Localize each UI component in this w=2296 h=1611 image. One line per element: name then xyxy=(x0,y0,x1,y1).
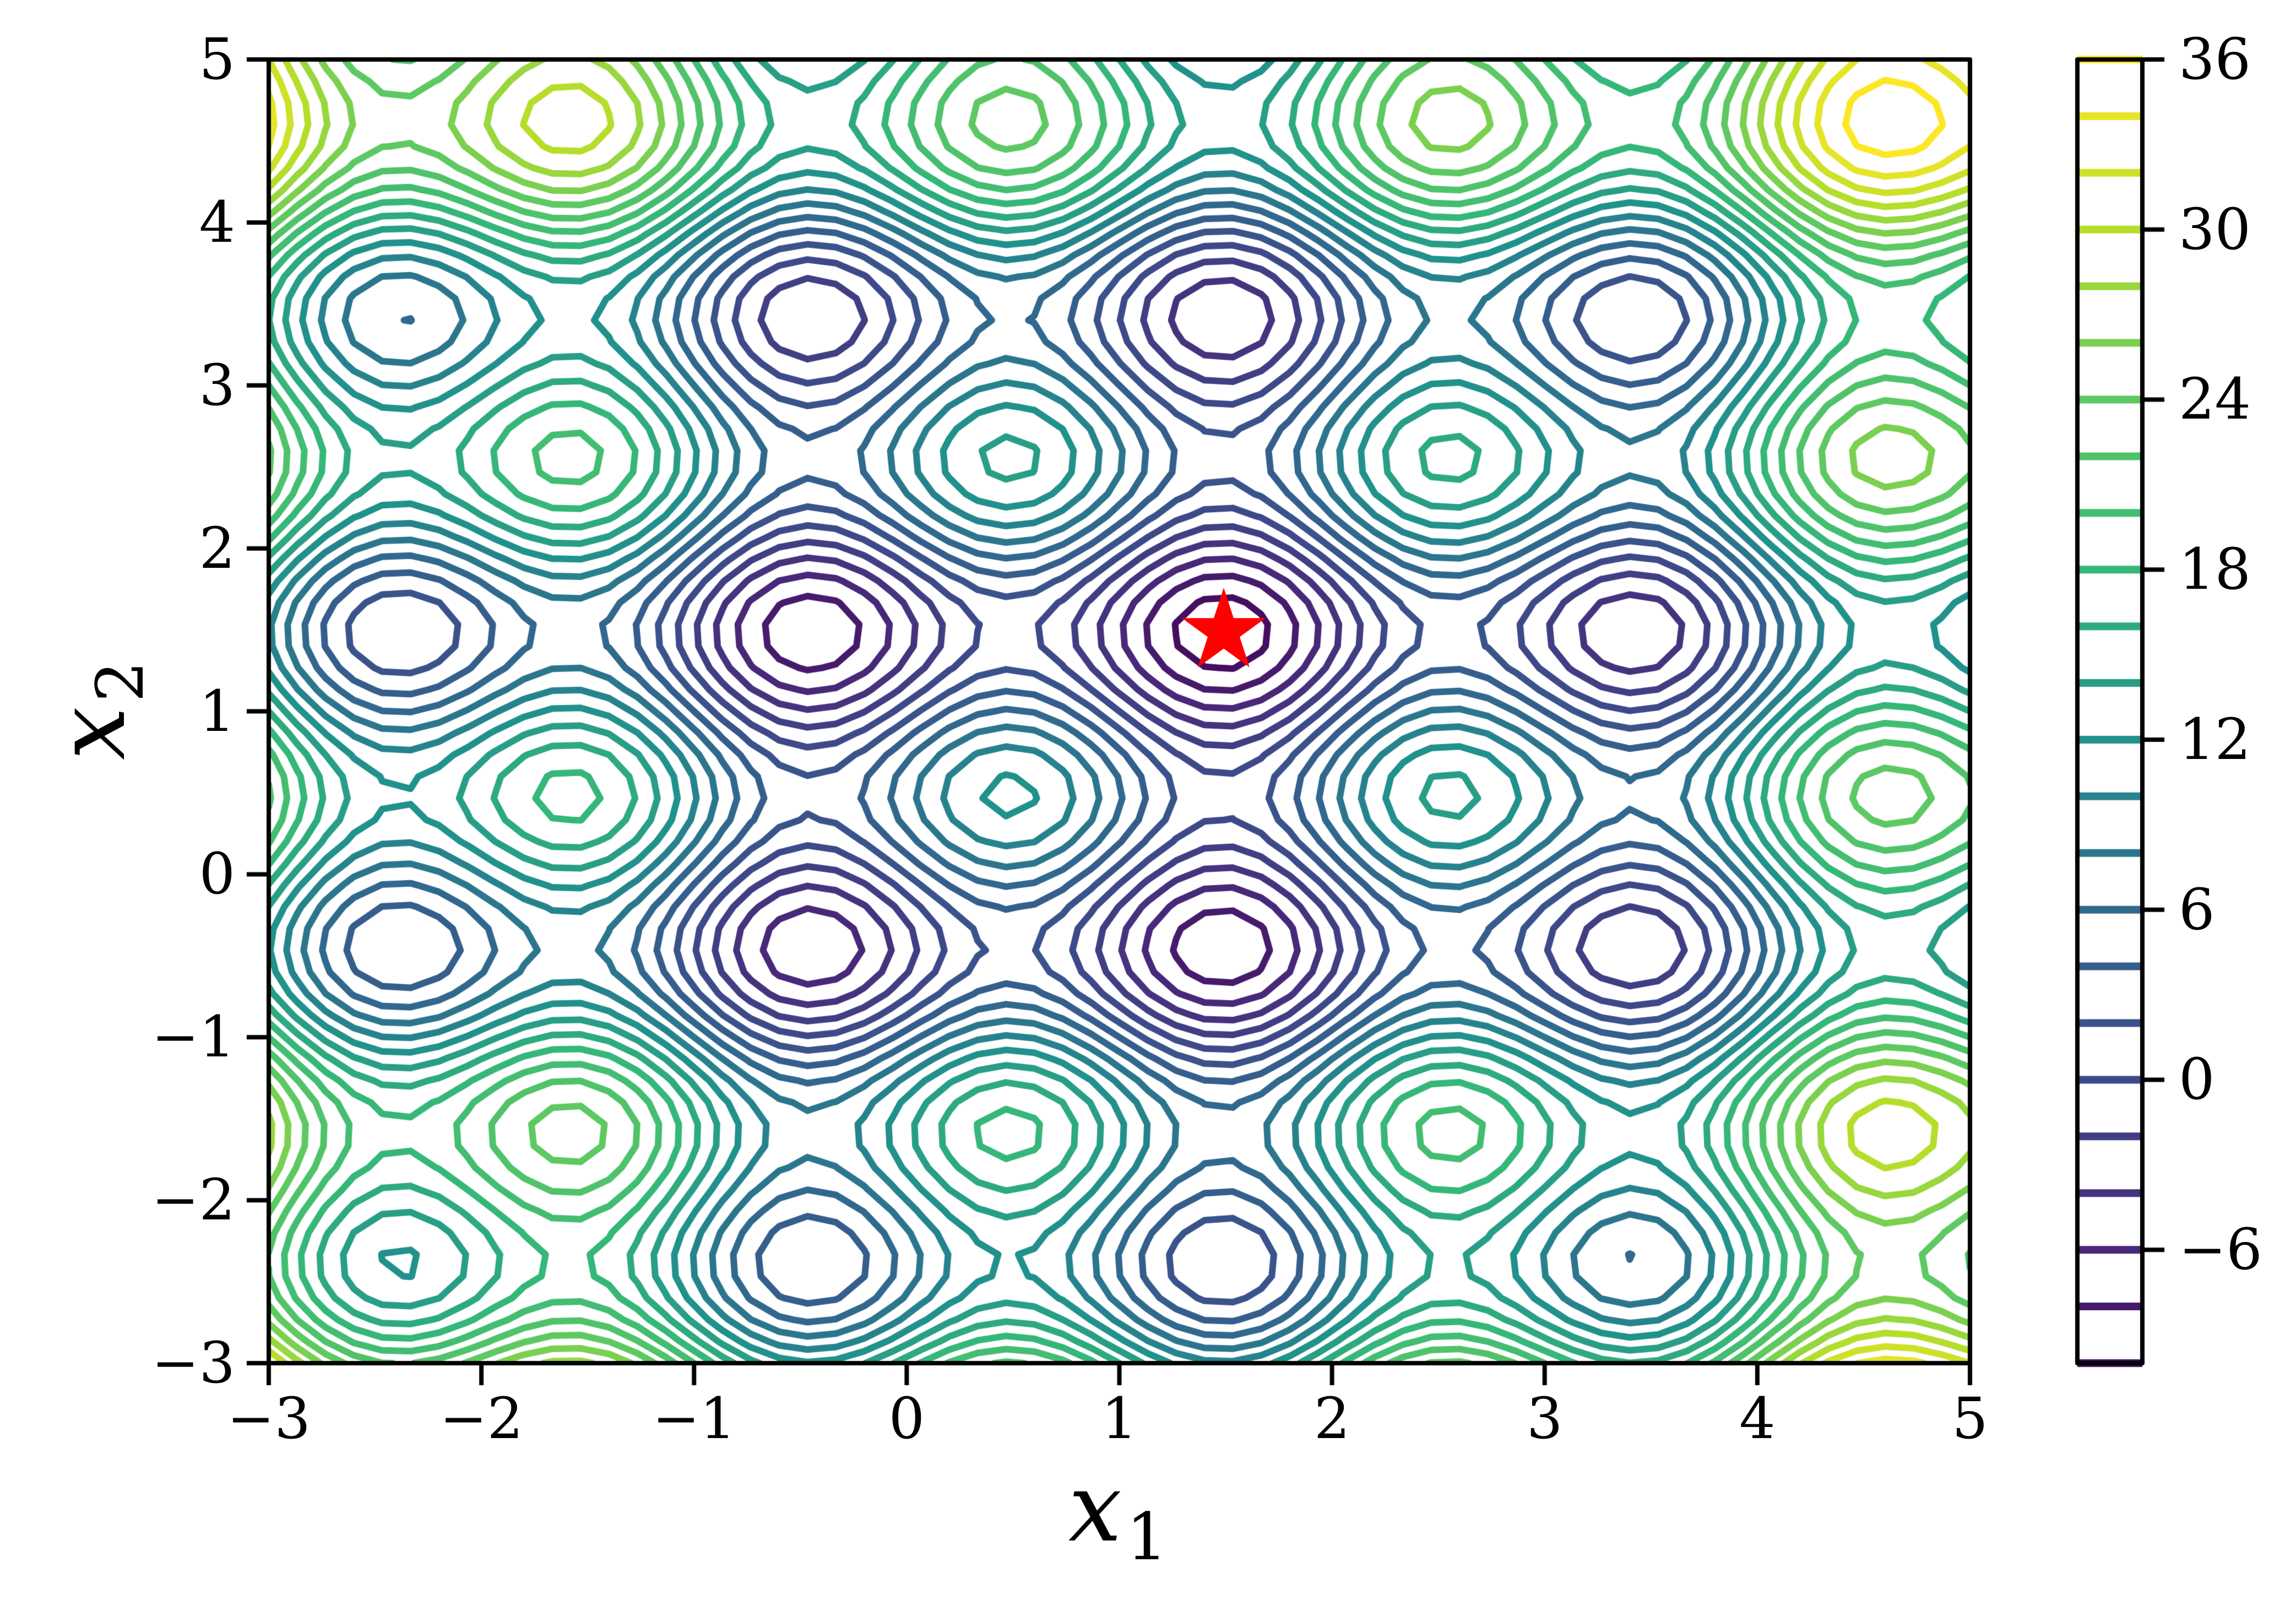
y-tick-label: 4 xyxy=(199,189,235,256)
y-tick-label: −1 xyxy=(151,1004,235,1071)
x-tick-label: 4 xyxy=(1739,1386,1776,1452)
colorbar-tick-label: 18 xyxy=(2179,536,2251,603)
colorbar-tick-label: −6 xyxy=(2179,1217,2262,1283)
colorbar-tick-label: 6 xyxy=(2179,876,2215,943)
y-tick-label: 2 xyxy=(199,515,235,582)
y-tick-label: −3 xyxy=(151,1330,235,1396)
y-tick-label: 1 xyxy=(199,678,235,745)
x-tick-label: 0 xyxy=(888,1386,925,1452)
x-axis-label-subscript: 1 xyxy=(1126,1499,1168,1575)
x-tick-label: 2 xyxy=(1313,1386,1350,1452)
colorbar-tick-label: 24 xyxy=(2179,366,2251,433)
optimum-star-marker xyxy=(1181,587,1266,668)
colorbar-tick-label: 12 xyxy=(2179,706,2251,773)
y-tick-label: 5 xyxy=(199,26,235,93)
x-axis-label: x1 xyxy=(1068,1461,1168,1570)
x-axis-label-base: x xyxy=(1068,1452,1122,1563)
colorbar-tick-label: 30 xyxy=(2179,196,2251,263)
colorbar-tick-label: 36 xyxy=(2179,26,2251,93)
x-tick-label: 1 xyxy=(1101,1386,1138,1452)
y-tick-label: −2 xyxy=(151,1167,235,1234)
x-tick-label: −1 xyxy=(652,1386,736,1452)
colorbar-tick-label: 0 xyxy=(2179,1046,2215,1113)
x-tick-label: 5 xyxy=(1952,1386,1988,1452)
x-tick-label: −3 xyxy=(227,1386,311,1452)
x-tick-label: −2 xyxy=(439,1386,524,1452)
y-tick-label: 3 xyxy=(199,352,235,419)
star-icon xyxy=(1181,587,1266,668)
y-tick-label: 0 xyxy=(199,841,235,908)
x-tick-label: 3 xyxy=(1526,1386,1563,1452)
